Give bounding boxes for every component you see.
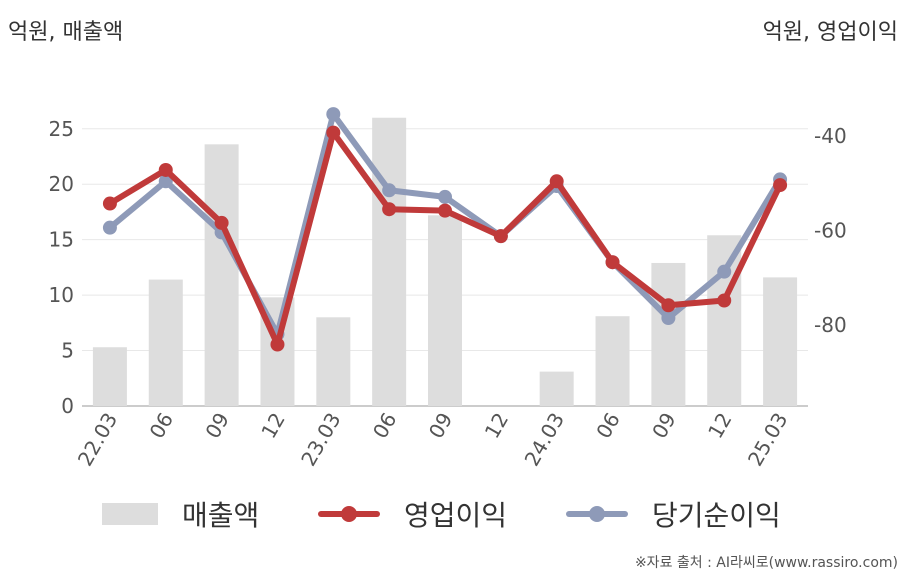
net-income-point	[717, 264, 732, 279]
left-tick-label: 5	[61, 339, 74, 363]
right-axis-unit-label: 억원, 영업이익	[762, 20, 898, 45]
operating-profit-point	[773, 178, 788, 193]
source-note: ※자료 출처 : AI라씨로(www.rassiro.com)	[634, 555, 898, 571]
x-tick-label: 24.03	[520, 409, 569, 471]
operating-profit-point	[549, 174, 564, 189]
net-income-point	[661, 311, 676, 326]
revenue-bar	[372, 117, 407, 406]
revenue-bar	[707, 235, 742, 406]
right-tick-label: -60	[814, 219, 847, 243]
revenue-bar	[204, 144, 239, 406]
legend-item-net-income: 당기순이익	[566, 492, 781, 536]
operating-profit-point	[661, 298, 676, 313]
profit-lines	[102, 107, 788, 352]
x-axis-ticks: 22.03 06 09 12 23.03 06 09 12 24.03 06 09 12 25.03	[73, 409, 793, 471]
operating-profit-point	[158, 162, 173, 177]
right-tick-label: -40	[814, 124, 847, 148]
x-tick-label: 09	[424, 409, 458, 443]
x-tick-label: 12	[256, 409, 290, 443]
right-tick-label: -80	[814, 313, 847, 337]
operating-profit-point	[326, 125, 341, 140]
revenue-bar	[763, 277, 798, 406]
revenue-bar	[595, 316, 630, 406]
right-axis-ticks: -40 -60 -80	[814, 124, 847, 337]
x-tick-label: 12	[480, 409, 514, 443]
legend-item-operating-profit: 영업이익	[318, 492, 507, 536]
legend-label-revenue: 매출액	[182, 499, 260, 532]
legend-label-net-income: 당기순이익	[652, 499, 781, 532]
chart-legend: 매출액 영업이익 당기순이익	[0, 492, 908, 536]
operating-profit-point	[493, 229, 508, 244]
operating-profit-point	[102, 196, 117, 211]
legend-label-operating-profit: 영업이익	[404, 499, 508, 532]
operating-profit-point	[438, 203, 452, 218]
revenue-bar	[148, 279, 183, 406]
revenue-bar	[539, 371, 574, 406]
revenue-bar	[651, 262, 686, 406]
x-tick-label: 22.03	[73, 409, 122, 471]
revenue-bar	[428, 215, 462, 406]
legend-item-revenue: 매출액	[102, 492, 259, 536]
net-income-point	[438, 189, 452, 204]
net-income-point	[158, 174, 173, 189]
operating-profit-point	[270, 337, 285, 352]
left-tick-label: 25	[49, 117, 74, 141]
x-tick-label: 06	[145, 409, 179, 443]
legend-swatch-revenue	[102, 503, 158, 525]
left-tick-label: 20	[49, 172, 74, 196]
revenue-bar	[92, 347, 127, 406]
x-tick-label: 06	[591, 409, 625, 443]
net-income-point	[102, 220, 117, 235]
x-tick-label: 12	[703, 409, 737, 443]
operating-profit-point	[382, 202, 397, 217]
operating-profit-point	[605, 255, 620, 270]
net-income-point	[326, 107, 341, 122]
operating-profit-point	[214, 215, 229, 230]
net-income-point	[382, 183, 397, 198]
left-tick-label: 10	[49, 283, 74, 307]
x-tick-label: 23.03	[296, 409, 345, 471]
x-tick-label: 25.03	[743, 409, 792, 471]
left-tick-label: 15	[49, 228, 74, 252]
revenue-bars	[92, 117, 798, 406]
x-tick-label: 09	[200, 409, 234, 443]
left-tick-label: 0	[61, 394, 74, 418]
legend-swatch-net-income	[566, 503, 628, 525]
x-tick-label: 06	[368, 409, 402, 443]
legend-swatch-operating-profit	[318, 503, 380, 525]
operating-profit-point	[717, 293, 732, 308]
revenue-bar	[316, 317, 351, 406]
x-tick-label: 09	[647, 409, 681, 443]
left-axis-ticks: 0 5 10 15 20 25	[49, 117, 74, 418]
left-axis-unit-label: 억원, 매출액	[8, 20, 124, 45]
